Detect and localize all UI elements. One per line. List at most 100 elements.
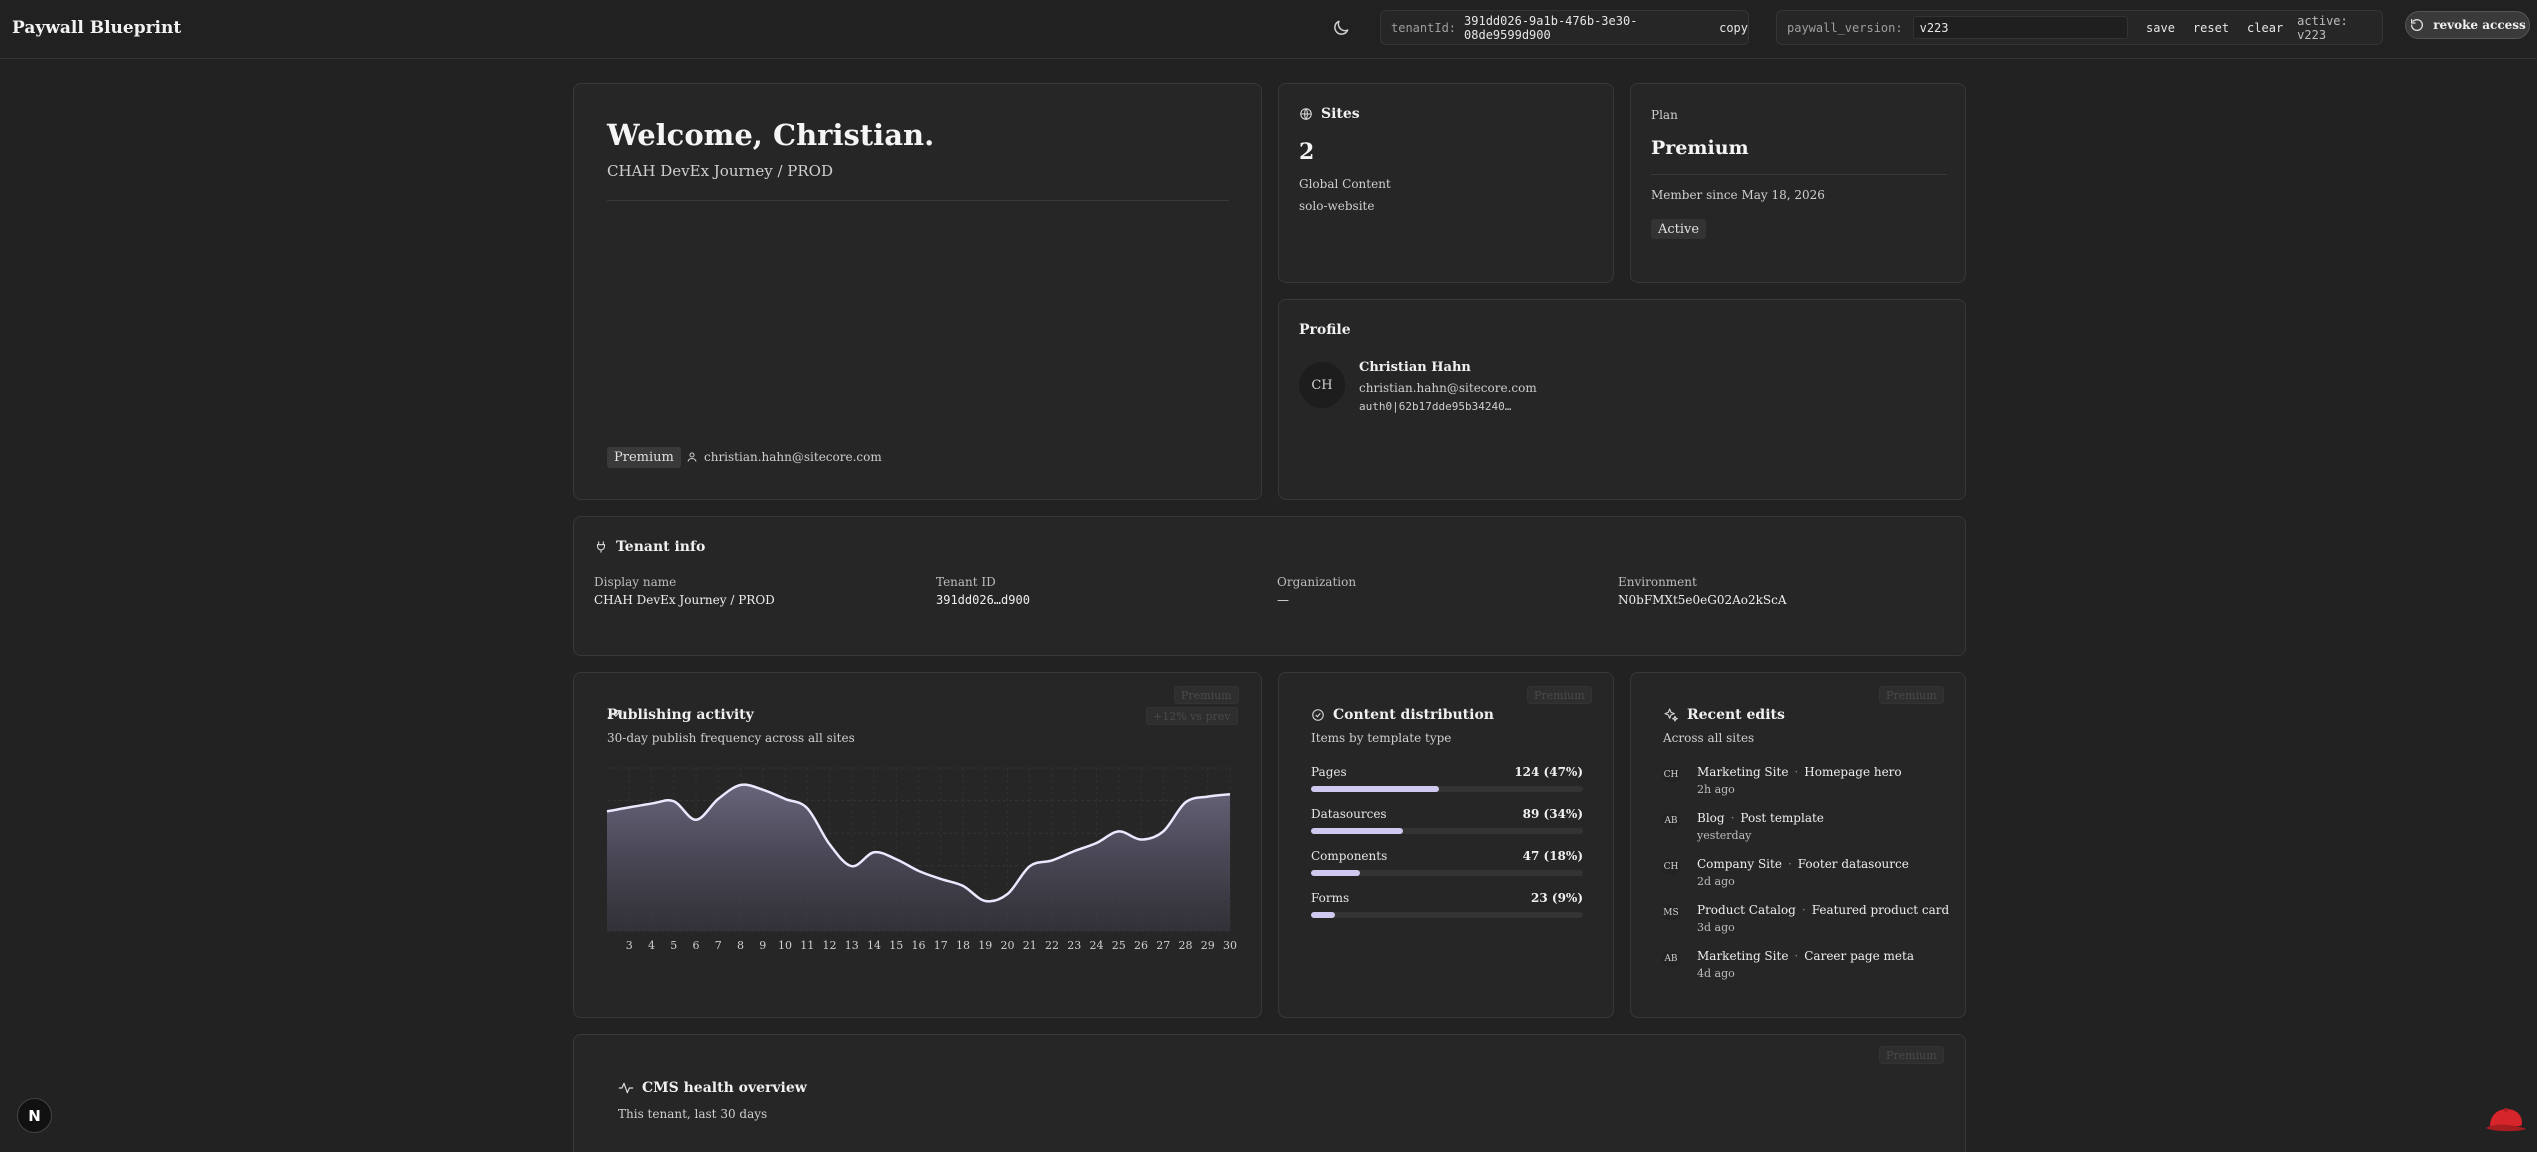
x-tick-label: 23 (1067, 939, 1081, 952)
paywall-version-label: paywall_version: (1787, 20, 1903, 35)
chart-area (607, 784, 1230, 931)
distribution-title: Content distribution (1311, 707, 1494, 723)
site-item[interactable]: Global Content (1299, 177, 1391, 191)
tenant-id-value: 391dd026-9a1b-476b-3e30-08de9599d900 (1464, 13, 1638, 42)
distribution-bar-fill (1311, 828, 1404, 834)
profile-title: Profile (1299, 322, 1351, 338)
distribution-bar-fill (1311, 912, 1336, 918)
x-tick-label: 7 (715, 939, 722, 952)
pie-chart-icon (1312, 709, 1324, 721)
edit-time: 2d ago (1697, 875, 1735, 888)
tenant-field-organization: Organization — (1277, 575, 1356, 607)
profile-card: Profile CH Christian Hahn christian.hahn… (1278, 299, 1966, 500)
field-value: CHAH DevEx Journey / PROD (594, 593, 775, 607)
active-version-label: active: v223 (2297, 13, 2348, 42)
distribution-count: 124 (47%) (1514, 765, 1583, 779)
distribution-name: Pages (1311, 765, 1347, 779)
distribution-bar-fill (1311, 786, 1439, 792)
field-value: — (1277, 593, 1289, 607)
editor-avatar: CH (1661, 859, 1681, 875)
user-icon (687, 452, 697, 462)
x-tick-label: 10 (778, 939, 792, 952)
sites-title: Sites (1299, 106, 1360, 122)
reset-button[interactable]: reset (2192, 20, 2230, 35)
top-bar: Paywall Blueprint tenantId: 391dd026-9a1… (0, 0, 2537, 59)
recent-edit-item[interactable]: CH Marketing Site · Homepage hero 2h ago (1661, 765, 1951, 801)
distribution-bar-track (1311, 912, 1583, 918)
premium-lock-badge: Premium (1879, 1046, 1944, 1064)
clear-button[interactable]: clear (2247, 20, 2284, 35)
user-email-text: christian.hahn@sitecore.com (704, 450, 882, 464)
field-label: Organization (1277, 575, 1357, 589)
field-value: N0bFMXt5e0eG02Ao2kScA (1618, 593, 1787, 607)
welcome-subtitle: CHAH DevEx Journey / PROD (607, 162, 833, 180)
edit-time: 2h ago (1697, 783, 1735, 796)
paywall-version-input[interactable] (1912, 16, 2129, 39)
recent-edit-item[interactable]: CH Company Site · Footer datasource 2d ago (1661, 857, 1951, 893)
site-item[interactable]: solo-website (1299, 199, 1375, 213)
x-tick-label: 25 (1112, 939, 1126, 952)
plan-status-badge: Active (1651, 219, 1707, 239)
x-tick-label: 18 (956, 939, 970, 952)
x-tick-label: 15 (889, 939, 903, 952)
profile-email: christian.hahn@sitecore.com (1359, 381, 1537, 395)
recent-edit-item[interactable]: AB Blog · Post template yesterday (1661, 811, 1951, 847)
sites-count: 2 (1299, 139, 1315, 165)
divider (607, 200, 1229, 201)
x-tick-label: 16 (912, 939, 926, 952)
distribution-subtitle: Items by template type (1311, 731, 1452, 745)
content-distribution-card: Premium Content distribution Items by te… (1278, 672, 1614, 1018)
revoke-access-button[interactable]: revoke access (2405, 11, 2530, 39)
distribution-bar-fill (1311, 870, 1360, 876)
trending-up-icon (607, 710, 622, 719)
nextjs-dev-badge[interactable]: N (17, 1098, 52, 1133)
premium-lock-badge: Premium (1879, 686, 1944, 704)
delta-badge: +12% vs prev (1146, 707, 1238, 725)
recent-edit-item[interactable]: MS Product Catalog · Featured product card 3… (1661, 903, 1951, 939)
x-tick-label: 19 (978, 939, 992, 952)
paywall-version-pill: paywall_version: save reset clear active… (1776, 10, 2383, 45)
user-email: christian.hahn@sitecore.com (686, 450, 882, 464)
publishing-title-text: Publishing activity (607, 707, 754, 723)
x-tick-label: 27 (1156, 939, 1170, 952)
sites-title-text: Sites (1321, 106, 1360, 122)
distribution-title-text: Content distribution (1333, 707, 1494, 723)
tenant-id-pill: tenantId: 391dd026-9a1b-476b-3e30-08de95… (1380, 10, 1749, 45)
recent-edits-card: Premium Recent edits Across all sites CH… (1630, 672, 1966, 1018)
x-tick-label: 9 (759, 939, 766, 952)
x-tick-label: 5 (670, 939, 677, 952)
plan-badge: Premium (607, 447, 681, 468)
editor-avatar: CH (1661, 767, 1681, 783)
tenant-field-display-name: Display name CHAH DevEx Journey / PROD (594, 575, 775, 607)
copy-tenant-button[interactable]: copy (1719, 20, 1748, 35)
edit-time: 4d ago (1697, 967, 1735, 980)
editor-avatar: MS (1661, 905, 1681, 921)
distribution-name: Components (1311, 849, 1388, 863)
x-tick-label: 29 (1201, 939, 1215, 952)
divider (1651, 174, 1947, 175)
distribution-name: Forms (1311, 891, 1350, 905)
x-tick-label: 11 (800, 939, 814, 952)
x-tick-label: 8 (737, 939, 744, 952)
field-label: Display name (594, 575, 677, 589)
x-tick-label: 13 (845, 939, 859, 952)
edit-time: yesterday (1697, 829, 1752, 842)
recent-edit-item[interactable]: AB Marketing Site · Career page meta 4d ago (1661, 949, 1951, 985)
distribution-bar-track (1311, 828, 1583, 834)
publishing-chart: 3 4 5 6 7 8 9 10 11 12 13 14 15 16 17 18 19 20 21 22 23 24 25 2… (606, 767, 1237, 952)
distribution-name: Datasources (1311, 807, 1387, 821)
plan-label: Plan (1651, 108, 1678, 122)
x-tick-label: 6 (693, 939, 700, 952)
x-tick-label: 22 (1045, 939, 1059, 952)
x-tick-label: 26 (1134, 939, 1148, 952)
field-label: Tenant ID (936, 575, 996, 589)
tenant-field-environment: Environment N0bFMXt5e0eG02Ao2kScA (1618, 575, 1787, 607)
red-cap-icon[interactable] (2484, 1104, 2528, 1136)
x-tick-label: 30 (1223, 939, 1237, 952)
recent-edits-subtitle: Across all sites (1663, 731, 1755, 745)
activity-icon (618, 1082, 634, 1094)
save-button[interactable]: save (2146, 20, 2175, 35)
theme-toggle-moon-icon[interactable] (1327, 14, 1355, 42)
x-tick-label: 12 (823, 939, 837, 952)
tenant-field-tenant-id: Tenant ID 391dd026…d900 (936, 575, 1030, 607)
